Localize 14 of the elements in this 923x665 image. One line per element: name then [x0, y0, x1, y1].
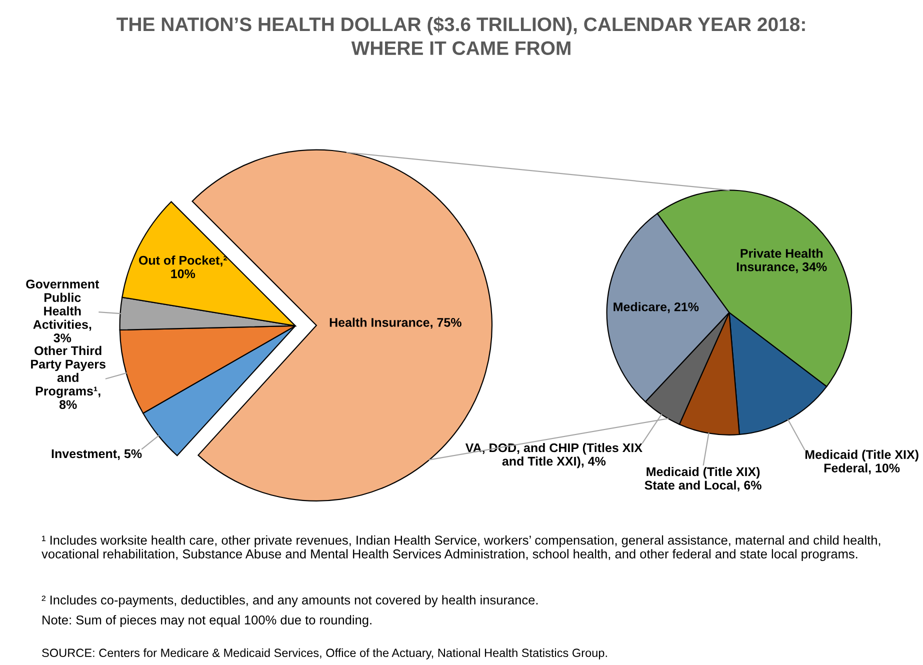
source-note: SOURCE: Centers for Medicare & Medicaid Services, Office of the Actuary, National Health Statistics Group. — [42, 648, 607, 660]
slice-label: Medicaid (Title XIX) Federal, 10% — [805, 450, 918, 474]
text: Note: Sum of pieces may not equal 100% due to rounding. — [42, 615, 372, 628]
text: ² Includes co-payments, deductibles, and any amounts not covered by health insurance. — [42, 595, 538, 608]
slice-label: Other Third Party Payers and Programs¹, 8% — [31, 346, 106, 410]
slice-label: Out of Pocket,² 10% — [138, 256, 228, 278]
slice-label: Medicaid (Title XIX) State and Local, 6% — [644, 466, 762, 492]
slice-label: Government Public Health Activities, 3% — [26, 280, 100, 342]
slice-label: Health Insurance, 75% — [330, 318, 462, 329]
text: ¹ Includes worksite health care, other private revenues, Indian Health Service, workers’ compensation, general assistance, maternal and child health, vocational rehabilitation, Substance Abuse and Mental Health Services Administration, school health, and other federal and state local programs. — [42, 535, 880, 561]
slice-label: Medicare, 21% — [614, 302, 699, 314]
slice-label: Private Health Insurance, 34% — [736, 248, 827, 274]
chart-title: THE NATION’S HEALTH DOLLAR ($3.6 TRILLION), CALENDAR YEAR 2018: WHERE IT CAME FROM — [116, 16, 805, 56]
slice-label: Investment, 5% — [52, 449, 142, 460]
